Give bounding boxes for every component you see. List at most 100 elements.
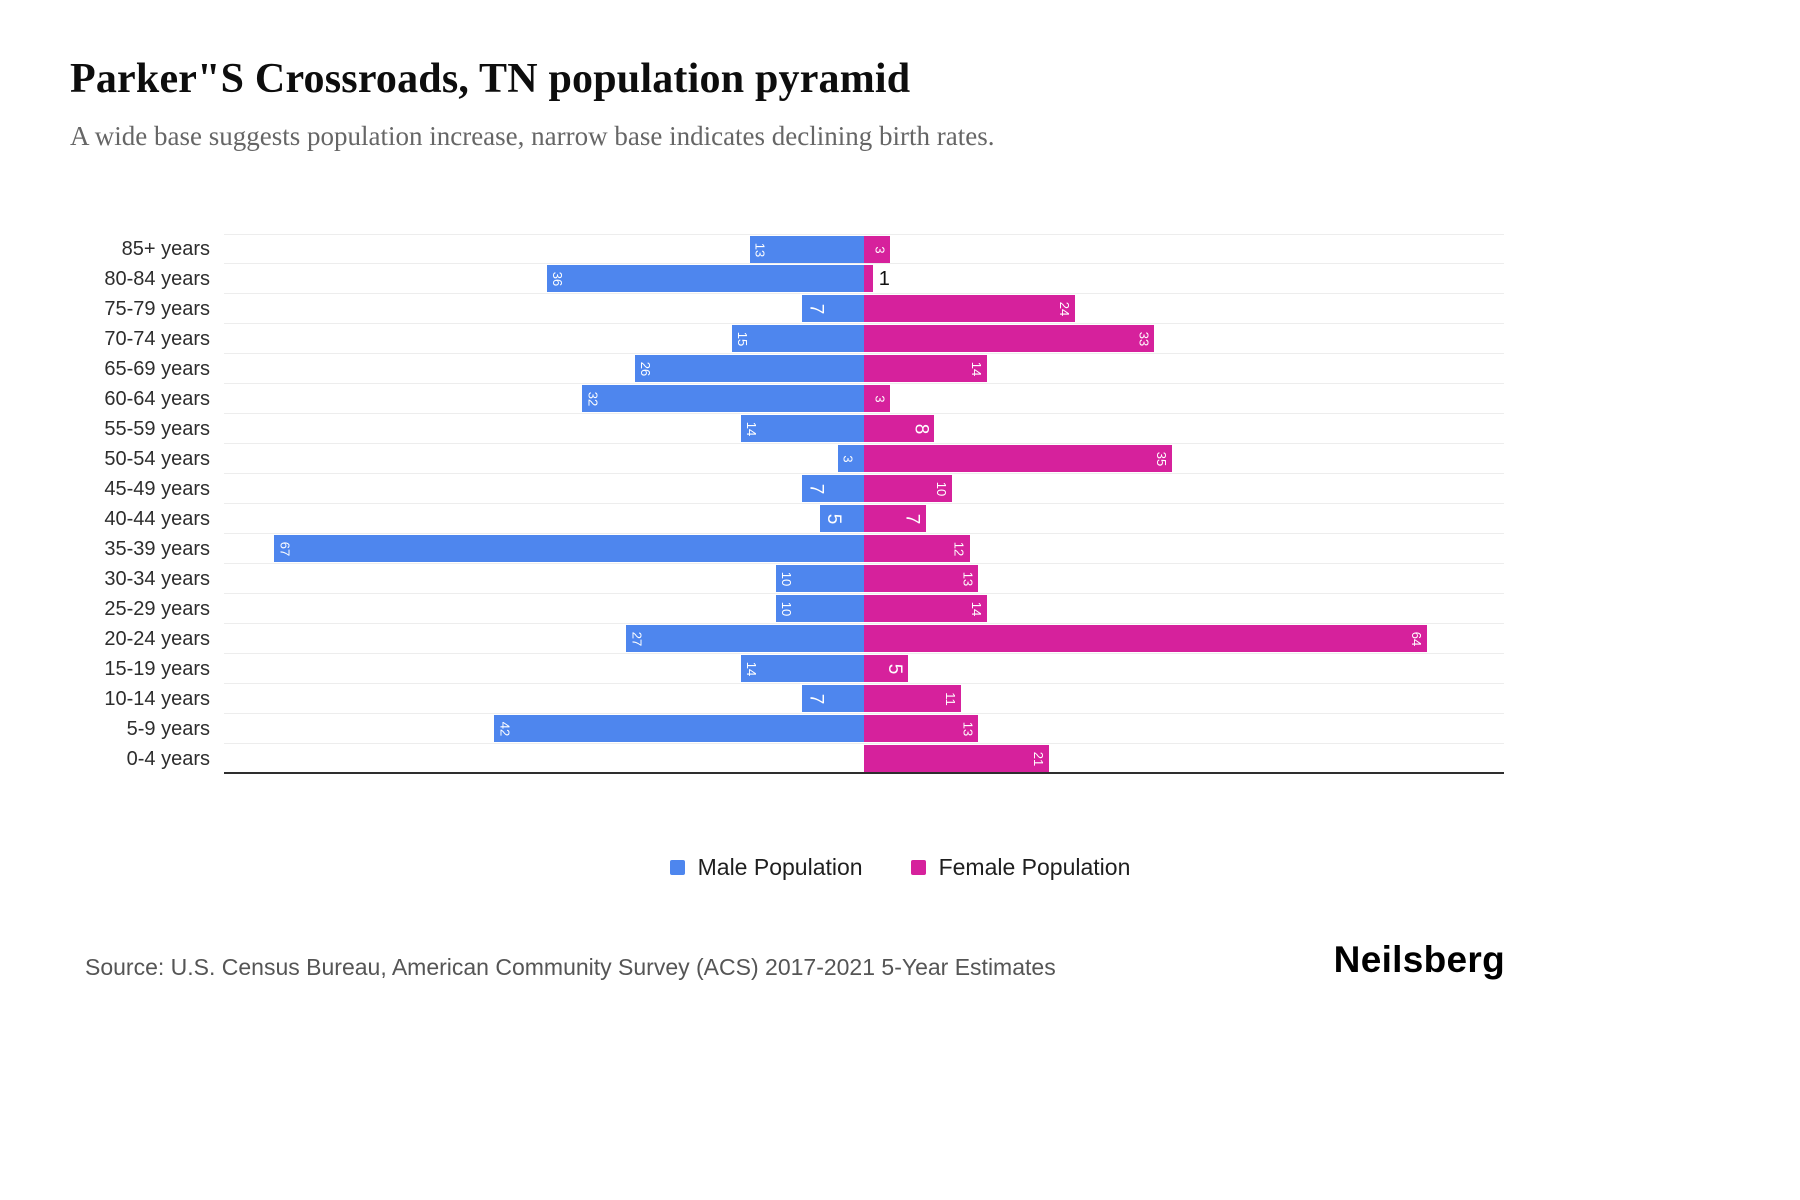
female-bar[interactable]: 1	[864, 265, 890, 292]
male-bar[interactable]: 14	[740, 655, 864, 682]
row-plot-area: 32 3	[224, 384, 1504, 414]
male-bar[interactable]: 3	[837, 445, 864, 472]
female-bar[interactable]: 64	[864, 625, 1428, 652]
pyramid-row: 80-84 years 36 1	[70, 264, 1730, 294]
male-bar[interactable]: 32	[582, 385, 864, 412]
y-axis-label: 5-9 years	[126, 717, 210, 740]
bar-value-label: 64	[1409, 631, 1425, 646]
row-plot-area: 21	[224, 744, 1504, 774]
male-bar[interactable]: 10	[776, 595, 864, 622]
female-bar[interactable]: 5	[864, 655, 908, 682]
female-bar[interactable]: 11	[864, 685, 961, 712]
male-bar[interactable]: 7	[802, 685, 864, 712]
neilsberg-logo: Neilsberg	[1333, 939, 1505, 980]
bar-value-label: 8	[910, 423, 932, 434]
female-bar[interactable]: 35	[864, 445, 1172, 472]
female-bar[interactable]: 14	[864, 595, 988, 622]
pyramid-row: 20-24 years 27 64	[70, 624, 1730, 654]
bar-value-label: 67	[277, 541, 293, 556]
pyramid-row: 70-74 years 15 33	[70, 324, 1730, 354]
bar-value-label: 5	[823, 513, 844, 524]
female-bar[interactable]: 3	[864, 385, 891, 412]
row-plot-area: 67 12	[224, 534, 1504, 564]
female-bar[interactable]: 13	[864, 565, 979, 592]
y-axis-label: 50-54 years	[104, 447, 210, 470]
female-bar[interactable]: 7	[864, 505, 926, 532]
y-axis-label: 15-19 years	[104, 657, 210, 680]
legend-label-male: Male Population	[697, 854, 863, 880]
male-bar[interactable]: 42	[494, 715, 864, 742]
male-bar[interactable]: 5	[820, 505, 864, 532]
female-bar[interactable]: 8	[864, 415, 935, 442]
female-bar[interactable]: 24	[864, 295, 1076, 322]
pyramid-row: 30-34 years 10 13	[70, 564, 1730, 594]
bar-value-label: 15	[735, 331, 750, 346]
page-subtitle: A wide base suggests population increase…	[70, 121, 995, 151]
row-plot-area: 10 13	[224, 564, 1504, 594]
bar-value-label: 13	[752, 242, 768, 257]
male-bar[interactable]: 27	[626, 625, 864, 652]
pyramid-chart: 85+ years 13 3 80-84 years 36 1 75-79 years 7 24…	[70, 234, 1730, 774]
y-axis-label: 45-49 years	[104, 477, 210, 500]
row-plot-area: 13 3	[224, 234, 1504, 264]
legend-label-female: Female Population	[938, 854, 1131, 880]
female-bar[interactable]: 3	[864, 236, 891, 263]
female-bar[interactable]: 21	[864, 745, 1049, 772]
pyramid-row: 25-29 years 10 14	[70, 594, 1730, 624]
male-bar[interactable]: 13	[749, 236, 864, 263]
female-bar[interactable]: 14	[864, 355, 988, 382]
pyramid-row: 40-44 years 5 7	[70, 504, 1730, 534]
pyramid-row: 60-64 years 32 3	[70, 384, 1730, 414]
bar-value-label: 27	[629, 631, 645, 646]
male-bar[interactable]: 14	[740, 415, 864, 442]
row-plot-area: 36 1	[224, 264, 1504, 294]
page-title: Parker"S Crossroads, TN population pyram…	[70, 56, 911, 102]
y-axis-label: 30-34 years	[104, 567, 210, 590]
bar-value-label: 10	[779, 571, 794, 586]
legend-item-female[interactable]: Female Population	[910, 854, 1131, 881]
row-plot-area: 10 14	[224, 594, 1504, 624]
male-bar[interactable]: 10	[776, 565, 864, 592]
y-axis-label: 10-14 years	[104, 687, 210, 710]
legend-item-male[interactable]: Male Population	[669, 854, 863, 881]
male-bar[interactable]: 26	[635, 355, 864, 382]
bar-value-label: 21	[1030, 751, 1046, 766]
row-plot-area: 15 33	[224, 324, 1504, 354]
bar-value-label: 1	[878, 267, 890, 290]
bar-value-label: 24	[1057, 301, 1073, 316]
bar-value-label: 14	[743, 421, 759, 436]
bar-value-label: 14	[969, 361, 985, 376]
pyramid-row: 10-14 years 7 11	[70, 684, 1730, 714]
male-bar[interactable]: 7	[802, 295, 864, 322]
y-axis-label: 65-69 years	[104, 357, 210, 380]
pyramid-row: 50-54 years 3 35	[70, 444, 1730, 474]
row-plot-area: 7 24	[224, 294, 1504, 324]
bar-value-label: 10	[934, 481, 949, 496]
female-bar[interactable]: 33	[864, 325, 1155, 352]
male-bar[interactable]: 67	[274, 535, 864, 562]
row-plot-area: 26 14	[224, 354, 1504, 384]
male-swatch-icon	[669, 860, 685, 875]
female-bar[interactable]: 12	[864, 535, 970, 562]
pyramid-row: 5-9 years 42 13	[70, 714, 1730, 744]
y-axis-label: 60-64 years	[104, 387, 210, 410]
row-plot-area: 42 13	[224, 714, 1504, 744]
bar-value-label: 14	[743, 661, 759, 676]
bar-value-label: 36	[550, 271, 566, 286]
y-axis-label: 75-79 years	[104, 297, 210, 320]
female-bar[interactable]: 13	[864, 715, 979, 742]
female-bar[interactable]: 10	[864, 475, 952, 502]
bar-value-label: 26	[638, 361, 654, 376]
pyramid-row: 75-79 years 7 24	[70, 294, 1730, 324]
row-plot-area: 27 64	[224, 624, 1504, 654]
chart-legend: Male Population Female Population	[70, 854, 1730, 881]
chart-footer: Source: U.S. Census Bureau, American Com…	[70, 939, 1505, 981]
bar-value-label: 5	[884, 663, 905, 674]
bar-value-label: 32	[585, 391, 601, 406]
male-bar[interactable]: 36	[547, 265, 864, 292]
y-axis-label: 25-29 years	[104, 597, 210, 620]
male-bar[interactable]: 15	[732, 325, 864, 352]
male-bar[interactable]: 7	[802, 475, 864, 502]
bar-value-label: 10	[779, 601, 794, 616]
y-axis-label: 70-74 years	[104, 327, 210, 350]
